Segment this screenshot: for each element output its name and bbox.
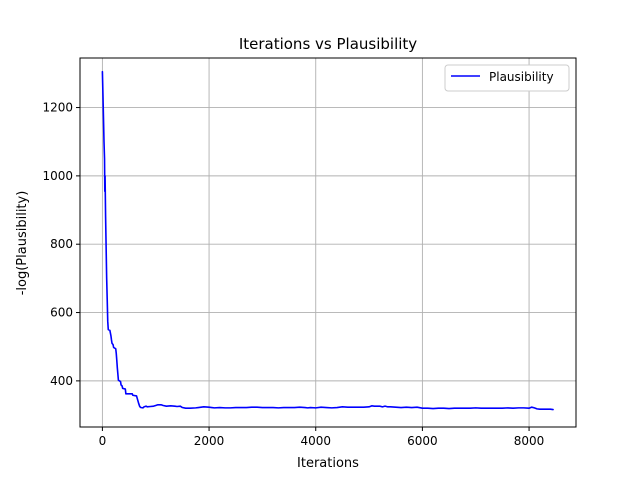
series-line-plausibility: [101, 70, 554, 411]
series-layer: [101, 70, 554, 411]
chart-title: Iterations vs Plausibility: [239, 35, 417, 53]
plot-area-frame: [79, 57, 577, 428]
y-tick-label: 1000: [42, 169, 73, 183]
legend: Plausibility: [444, 64, 570, 92]
legend-label: Plausibility: [489, 70, 554, 84]
x-tick-label: 8000: [514, 434, 545, 448]
y-tick-label: 800: [50, 237, 73, 251]
grid-lines: [80, 58, 576, 427]
x-tick-label: 0: [99, 434, 107, 448]
x-tick-label: 2000: [194, 434, 225, 448]
y-tick-label: 600: [50, 306, 73, 320]
legend-box: [444, 64, 570, 92]
y-tick-label: 1200: [42, 101, 73, 115]
y-axis-label: -log(Plausibility): [15, 191, 30, 296]
axis-ticks: 0 2000 4000 6000 8000 400 600 800 1000 1200: [42, 101, 544, 448]
y-tick-label: 400: [50, 374, 73, 388]
x-tick-label: 4000: [300, 434, 331, 448]
x-axis-label: Iterations: [297, 456, 359, 471]
x-tick-label: 6000: [407, 434, 438, 448]
